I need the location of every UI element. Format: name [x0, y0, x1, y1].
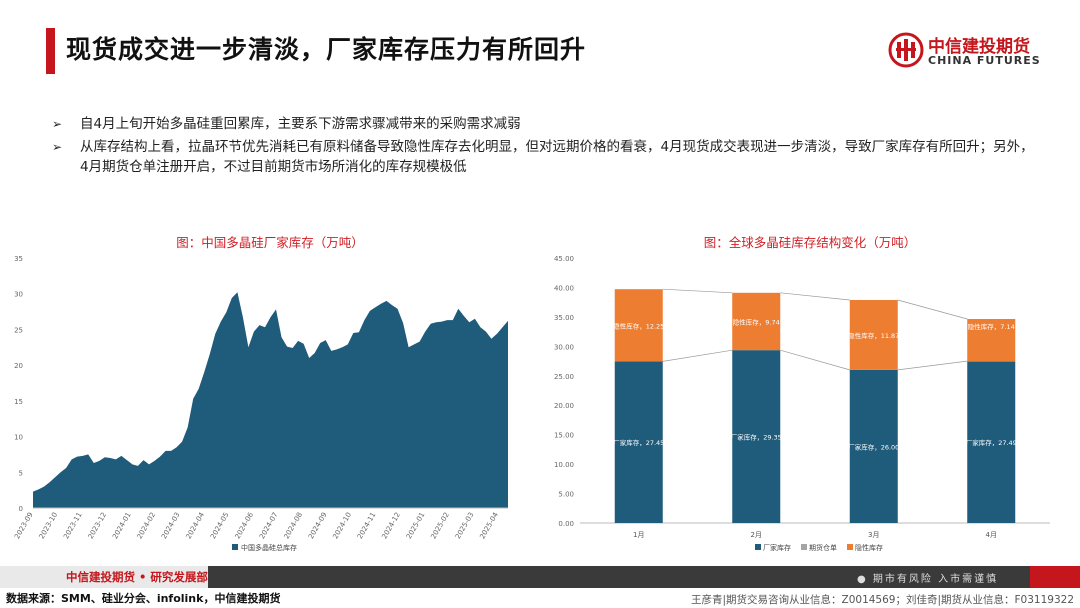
x-tick-label: 2月	[751, 531, 762, 539]
x-tick-label: 2024-04	[185, 511, 207, 541]
chart-title-right: 图：全球多晶硅库存结构变化（万吨）	[703, 235, 917, 250]
x-tick-label: 2025-03	[454, 511, 476, 540]
series-connector-line	[897, 360, 968, 371]
y-tick-label: 0	[19, 505, 23, 513]
x-tick-label: 2023-10	[38, 511, 60, 540]
legend-label: 中国多晶硅总库存	[241, 543, 297, 552]
x-tick-label: 2024-03	[160, 511, 182, 540]
x-tick-label: 3月	[868, 531, 879, 539]
inventory-area-chart: 0 5 10 15 20 25 30 35 2023-09 2023-10 2023-11 2023-…	[13, 255, 508, 552]
series-connector-line	[780, 292, 850, 301]
bar-value-label: 厂家库存，27.49	[966, 438, 1017, 447]
legend-swatch	[801, 544, 807, 550]
x-tick-label: 2024-10	[331, 511, 353, 540]
x-tick-label: 2024-05	[209, 511, 231, 540]
logo-emblem-icon	[888, 32, 924, 68]
y-tick-label: 10.00	[554, 461, 574, 469]
title-accent-bar	[46, 28, 55, 74]
x-tick-label: 2024-02	[136, 511, 158, 540]
bar-value-label: 厂家库存，26.00	[848, 442, 899, 451]
y-tick-label: 45.00	[554, 255, 574, 263]
bullet-item: ➢ 自4月上旬开始多晶硅重回累库，主要系下游需求骤减带来的采购需求减弱	[52, 114, 1042, 134]
x-tick-label: 2025-01	[405, 511, 427, 540]
bar-value-label: 厂家库存，27.45	[613, 438, 664, 447]
bar-隐性库存	[849, 299, 898, 370]
bar-厂家库存	[849, 369, 898, 523]
legend-swatch	[755, 544, 761, 550]
x-tick-label: 2025-02	[429, 511, 451, 540]
x-tick-label: 2024-01	[111, 511, 133, 540]
chart-title-left: 图：中国多晶硅厂家库存（万吨）	[176, 235, 364, 250]
footer-red-tab	[1030, 566, 1080, 588]
y-tick-label: 15	[14, 398, 23, 406]
y-tick-label: 25.00	[554, 373, 574, 381]
series-connector-line	[897, 299, 968, 320]
bullet-list: ➢ 自4月上旬开始多晶硅重回累库，主要系下游需求骤减带来的采购需求减弱 ➢ 从库…	[52, 114, 1042, 180]
y-tick-label: 40.00	[554, 284, 574, 292]
x-tick-label: 2024-06	[234, 511, 256, 541]
y-tick-label: 30.00	[554, 343, 574, 351]
legend-label: 期货仓单	[809, 543, 837, 552]
bar-value-label: 隐性库存，9.74	[733, 317, 780, 326]
bullet-arrow-icon: ➢	[52, 140, 63, 154]
bar-厂家库存	[732, 350, 781, 523]
y-tick-label: 20.00	[554, 402, 574, 410]
footer-bar	[0, 566, 1080, 588]
y-tick-label: 25	[14, 326, 23, 334]
series-connector-line	[662, 288, 733, 294]
y-tick-label: 5	[19, 469, 23, 477]
bar-value-label: 隐性库存，11.87	[848, 331, 899, 340]
x-tick-label: 4月	[986, 531, 997, 539]
legend-swatch	[232, 544, 238, 550]
y-tick-label: 35.00	[554, 314, 574, 322]
footer-brand-box	[0, 566, 208, 588]
bar-隐性库存	[614, 289, 663, 362]
bullet-text: 自4月上旬开始多晶硅重回累库，主要系下游需求骤减带来的采购需求减弱	[80, 116, 521, 132]
bar-隐性库存	[967, 319, 1016, 362]
x-tick-label: 1月	[633, 531, 644, 539]
x-tick-label: 2023-12	[87, 511, 109, 540]
logo: 中信建投期货 CHINA FUTURES	[888, 30, 1058, 74]
bar-value-label: 厂家库存，29.35	[731, 433, 782, 442]
y-tick-label: 35	[14, 255, 23, 263]
x-tick-label: 2024-08	[283, 511, 305, 540]
logo-text-cn: 中信建投期货	[928, 37, 1030, 57]
series-connector-line	[662, 349, 733, 362]
inventory-structure-bar-chart: 0.00 5.00 10.00 15.00 20.00 25.00 30.00 35.00 40…	[554, 255, 1050, 552]
bullet-arrow-icon: ➢	[52, 117, 63, 131]
y-tick-label: 15.00	[554, 432, 574, 440]
bar-期货仓单	[967, 361, 1016, 362]
page-title: 现货成交进一步清淡，厂家库存压力有所回升	[66, 35, 587, 64]
x-tick-label: 2024-12	[380, 511, 402, 540]
x-tick-label: 2024-11	[356, 511, 378, 540]
legend-label: 隐性库存	[855, 543, 883, 552]
logo-text-en: CHINA FUTURES	[928, 54, 1041, 67]
x-tick-label: 2025-04	[478, 511, 500, 541]
y-tick-label: 20	[14, 362, 23, 370]
footer-brand: 中信建投期货 • 研究发展部	[66, 570, 208, 584]
bar-厂家库存	[614, 361, 663, 523]
bar-value-label: 隐性库存，12.25	[613, 321, 664, 330]
bar-隐性库存	[732, 292, 781, 351]
x-tick-label: 2023-09	[13, 511, 35, 540]
y-tick-label: 30	[14, 291, 23, 299]
legend-label: 厂家库存	[763, 543, 791, 552]
series-area-中国多晶硅总库存	[33, 292, 508, 508]
bullet-item: ➢ 从库存结构上看，拉晶环节优先消耗已有原料储备导致隐性库存去化明显，但对远期价…	[52, 137, 1042, 177]
data-source: 数据来源：SMM、硅业分会、infolink，中信建投期货	[6, 592, 281, 605]
bar-厂家库存	[967, 361, 1016, 523]
y-tick-label: 10	[14, 434, 23, 442]
x-tick-label: 2024-09	[307, 511, 329, 540]
y-tick-label: 0.00	[558, 520, 574, 528]
x-tick-label: 2024-07	[258, 511, 280, 540]
y-tick-label: 5.00	[558, 491, 574, 499]
author-info: 王彦青|期货交易咨询从业信息：Z0014569；刘佳奇|期货从业信息：F0311…	[690, 594, 1074, 606]
bar-value-label: 隐性库存，7.14	[968, 322, 1015, 331]
legend-swatch	[847, 544, 853, 550]
bullet-text: 从库存结构上看，拉晶环节优先消耗已有原料储备导致隐性库存去化明显，但对远期价格的…	[80, 139, 1034, 175]
x-tick-label: 2023-11	[62, 511, 84, 540]
footer-risk-notice: ● 期市有风险 入市需谨慎	[857, 574, 999, 585]
series-connector-line	[780, 349, 850, 371]
